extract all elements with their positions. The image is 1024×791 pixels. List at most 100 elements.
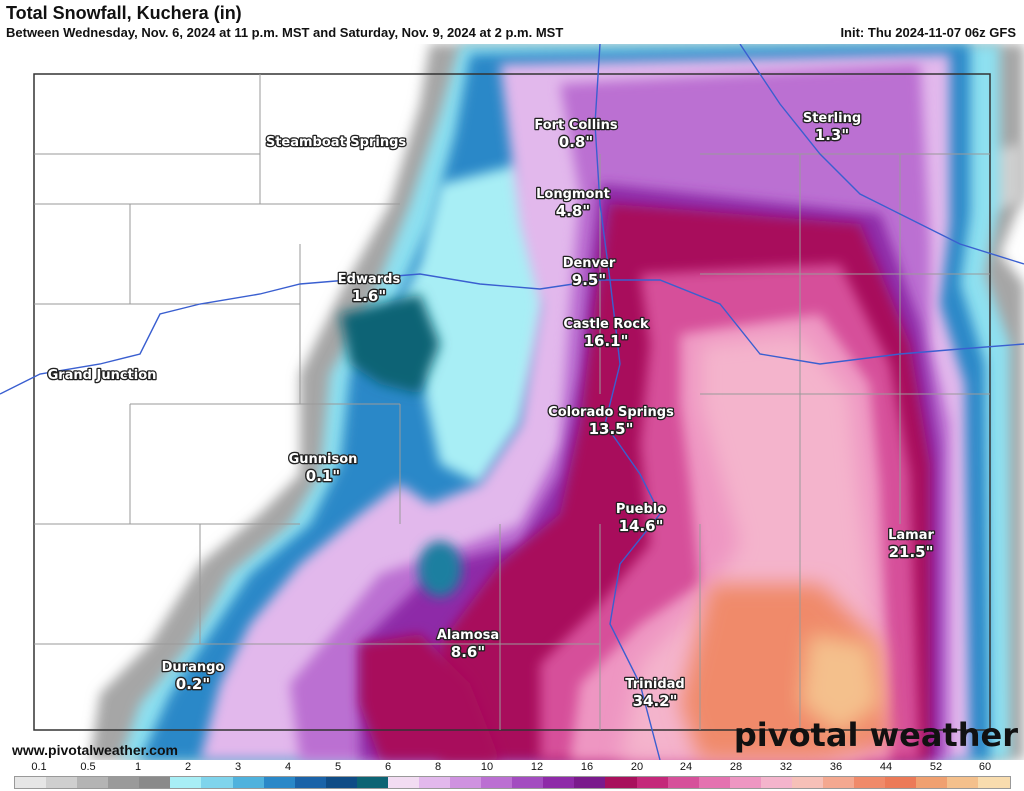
legend-tick-label: 4 xyxy=(284,761,292,773)
legend-swatch xyxy=(450,777,482,788)
legend-swatch xyxy=(108,777,140,788)
legend-swatch xyxy=(139,777,171,788)
brand-logo-text: pivotal weather xyxy=(733,716,1018,754)
legend-labels: 0.1 0.5 1 2 3 4 5 6 8 10 12 16 20 24 28 32 36 44 52 60 xyxy=(0,760,1024,774)
legend-swatch xyxy=(947,777,979,788)
city-snowfall-value: 4.8" xyxy=(556,202,590,220)
city-label: Steamboat Springs xyxy=(265,134,408,152)
legend-swatch xyxy=(263,777,295,788)
legend-swatch xyxy=(916,777,948,788)
model-init: Init: Thu 2024-11-07 06z GFS xyxy=(840,25,1016,40)
legend-swatch xyxy=(15,777,47,788)
color-legend: 0.1 0.5 1 2 3 4 5 6 8 10 12 16 20 24 28 32 36 44 52 60 xyxy=(0,760,1024,791)
city-name: Trinidad xyxy=(625,677,684,692)
city-snowfall-value: 16.1" xyxy=(584,332,629,350)
legend-swatch xyxy=(232,777,264,788)
city-snowfall-value: 14.6" xyxy=(619,517,664,535)
snowfall-shading xyxy=(90,44,1024,760)
legend-tick-label: 0.5 xyxy=(80,761,96,773)
legend-swatch xyxy=(294,777,326,788)
legend-tick-label: 2 xyxy=(184,761,192,773)
legend-swatch xyxy=(46,777,78,788)
river-line xyxy=(739,44,1024,265)
city-name: Lamar xyxy=(888,528,934,543)
legend-swatch xyxy=(387,777,420,788)
legend-swatch xyxy=(605,777,637,788)
legend-tick-label: 32 xyxy=(779,761,793,773)
city-name: Colorado Springs xyxy=(548,405,674,420)
city-snowfall-value: 1.6" xyxy=(352,287,386,305)
river-line xyxy=(604,279,661,760)
city-name: Alamosa xyxy=(437,628,499,643)
legend-tick-label: 3 xyxy=(234,761,242,773)
legend-tick-label: 52 xyxy=(929,761,943,773)
city-snowfall-value: 9.5" xyxy=(572,271,606,289)
legend-swatch xyxy=(978,777,1010,788)
legend-tick-label: 8 xyxy=(434,761,442,773)
legend-swatch xyxy=(729,777,761,788)
legend-swatch xyxy=(760,777,792,788)
legend-swatch xyxy=(574,777,606,788)
snow-band-magenta-south xyxy=(360,634,500,760)
legend-tick-label: 6 xyxy=(384,761,392,773)
city-snowfall-value: 21.5" xyxy=(889,543,934,561)
legend-swatch xyxy=(636,777,668,788)
snow-band-teal xyxy=(340,294,440,394)
city-name: Castle Rock xyxy=(563,317,649,332)
legend-swatch xyxy=(201,777,233,788)
city-name: Fort Collins xyxy=(534,118,618,133)
legend-bar xyxy=(14,776,1011,789)
county-line xyxy=(34,74,990,730)
legend-tick-label: 60 xyxy=(978,761,992,773)
legend-swatch xyxy=(543,777,575,788)
website-url[interactable]: www.pivotalweather.com xyxy=(12,742,178,758)
city-name: Durango xyxy=(162,660,225,675)
legend-tick-label: 10 xyxy=(480,761,494,773)
snow-band-orange-peak xyxy=(800,634,880,734)
snow-band-blue-pocket xyxy=(418,541,462,597)
city-name: Edwards xyxy=(338,272,401,287)
legend-tick-label: 20 xyxy=(630,761,644,773)
legend-swatch xyxy=(170,777,202,788)
legend-tick-label: 1 xyxy=(134,761,142,773)
legend-tick-label: 12 xyxy=(530,761,544,773)
legend-tick-label: 16 xyxy=(580,761,594,773)
map-header: Total Snowfall, Kuchera (in) Between Wed… xyxy=(0,0,1024,44)
snow-band-cyan-inner xyxy=(380,164,560,484)
legend-swatch xyxy=(854,777,886,788)
city-name: Grand Junction xyxy=(48,368,157,383)
city-snowfall-value: 13.5" xyxy=(589,420,634,438)
city-snowfall-value: 0.1" xyxy=(306,467,340,485)
river-line xyxy=(0,273,1024,395)
legend-tick-label: 44 xyxy=(879,761,893,773)
brand-logo: pivotal weather xyxy=(734,716,1018,754)
city-snowfall-value: 8.6" xyxy=(451,643,485,661)
city-name: Longmont xyxy=(536,187,610,202)
legend-tick-label: 28 xyxy=(729,761,743,773)
legend-tick-label: 0.1 xyxy=(31,761,47,773)
city-snowfall-value: 0.2" xyxy=(176,675,210,693)
valid-period: Between Wednesday, Nov. 6, 2024 at 11 p.… xyxy=(6,25,564,40)
city-label: Grand Junction xyxy=(46,367,157,385)
city-name: Gunnison xyxy=(289,452,358,467)
legend-swatch xyxy=(356,777,388,788)
legend-swatch xyxy=(419,777,451,788)
legend-tick-label: 24 xyxy=(679,761,693,773)
legend-swatch xyxy=(325,777,357,788)
snowfall-map: Fort Collins 0.8" Sterling 1.3" Steamboat Sp… xyxy=(0,44,1024,760)
legend-swatch xyxy=(698,777,730,788)
city-name: Pueblo xyxy=(616,502,666,517)
city-name: Sterling xyxy=(803,111,861,126)
map-title: Total Snowfall, Kuchera (in) xyxy=(6,3,242,23)
city-snowfall-value: 0.8" xyxy=(559,133,593,151)
legend-tick-label: 36 xyxy=(829,761,843,773)
